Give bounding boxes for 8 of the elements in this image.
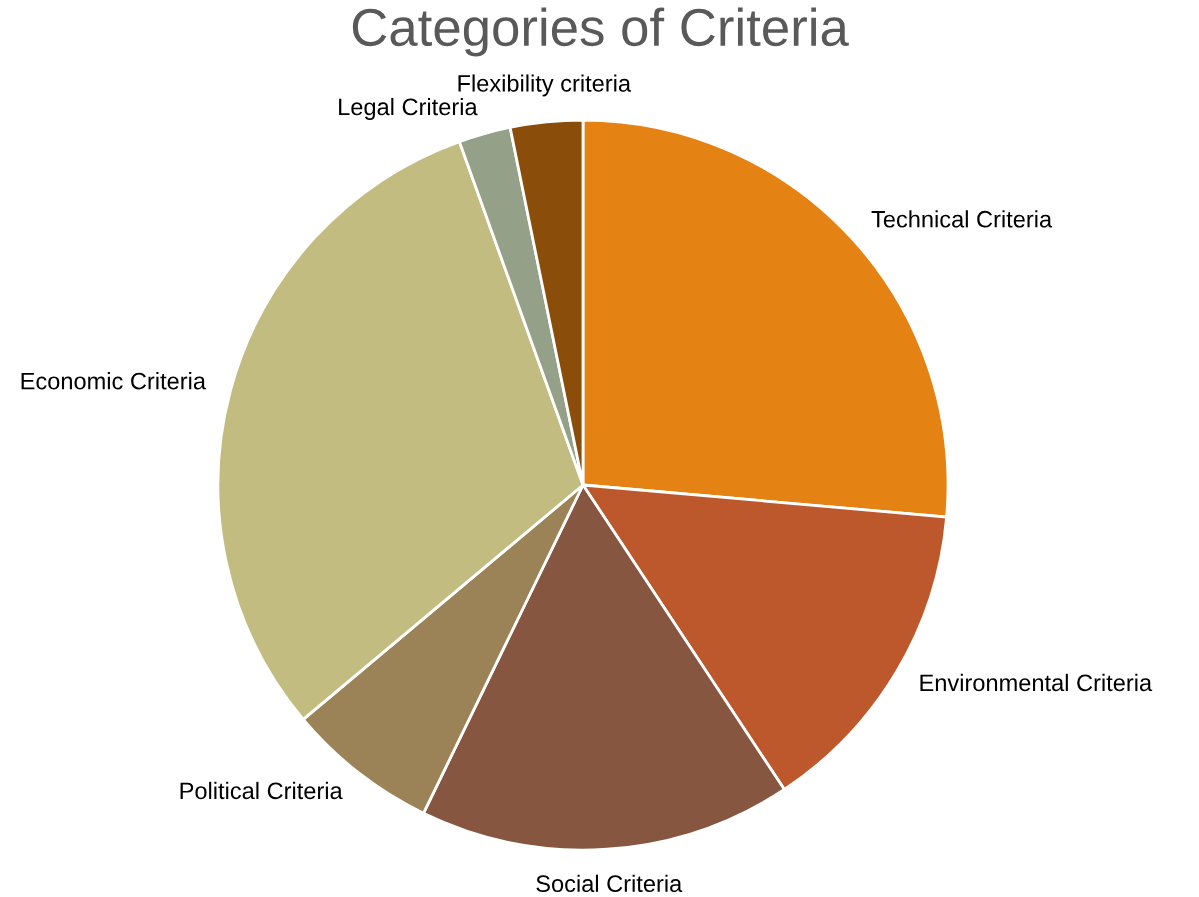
slice-label: Technical Criteria: [871, 210, 1053, 228]
slice-label: Environmental Criteria: [920, 673, 1153, 692]
chart-title: Categories of Criteria: [352, 7, 849, 57]
slice-label: Legal Criteria: [339, 97, 478, 120]
slice-label: Social Criteria: [536, 874, 683, 893]
slice-label: Flexibility criteria: [458, 74, 632, 97]
slice-label: Economic Criteria: [21, 372, 206, 390]
slice-label: Political Criteria: [180, 781, 343, 800]
